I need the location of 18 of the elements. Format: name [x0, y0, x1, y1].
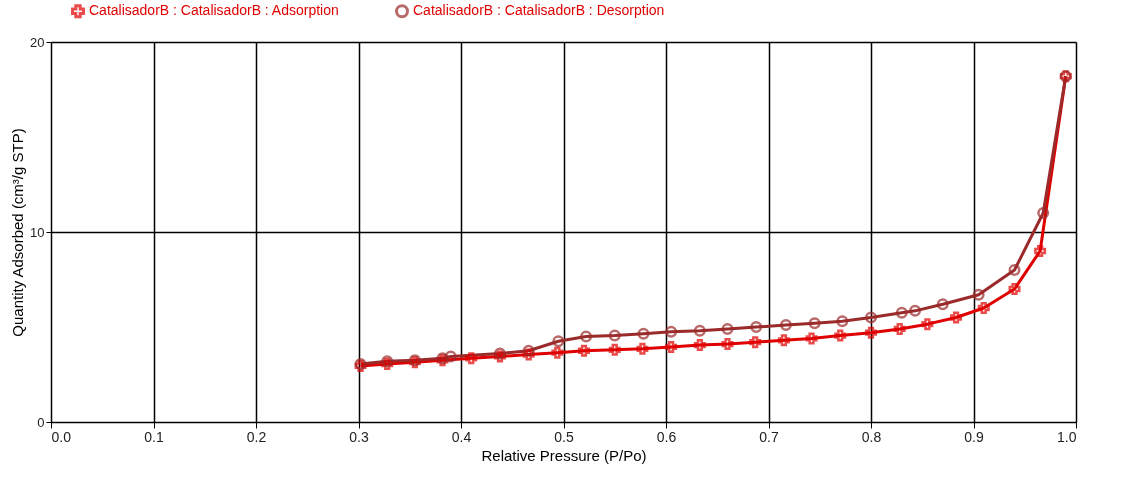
legend-label: CatalisadorB : CatalisadorB : Desorption [413, 2, 665, 19]
x-tick-label: 0.9 [964, 428, 984, 445]
x-tick-label: 0.5 [554, 428, 574, 445]
x-tick-label: 0.7 [759, 428, 779, 445]
x-tick-label: 0.6 [656, 428, 677, 445]
x-tick-label: 0.4 [451, 428, 472, 445]
y-tick-label: 0 [37, 414, 45, 430]
x-tick-label: 0.3 [349, 428, 369, 445]
y-tick-label: 20 [30, 34, 45, 50]
x-tick-label: 0.2 [246, 428, 267, 445]
legend-label: CatalisadorB : CatalisadorB : Adsorption [89, 2, 339, 19]
y-axis-title: Quantity Adsorbed (cm³/g STP) [9, 128, 27, 337]
x-axis-title: Relative Pressure (P/Po) [481, 446, 647, 464]
x-tick-label: 1.0 [1057, 428, 1077, 445]
y-tick-label: 10 [30, 224, 45, 240]
x-tick-label: 0.0 [51, 428, 72, 445]
x-tick-label: 0.1 [144, 428, 164, 445]
x-tick-label: 0.8 [861, 428, 882, 445]
